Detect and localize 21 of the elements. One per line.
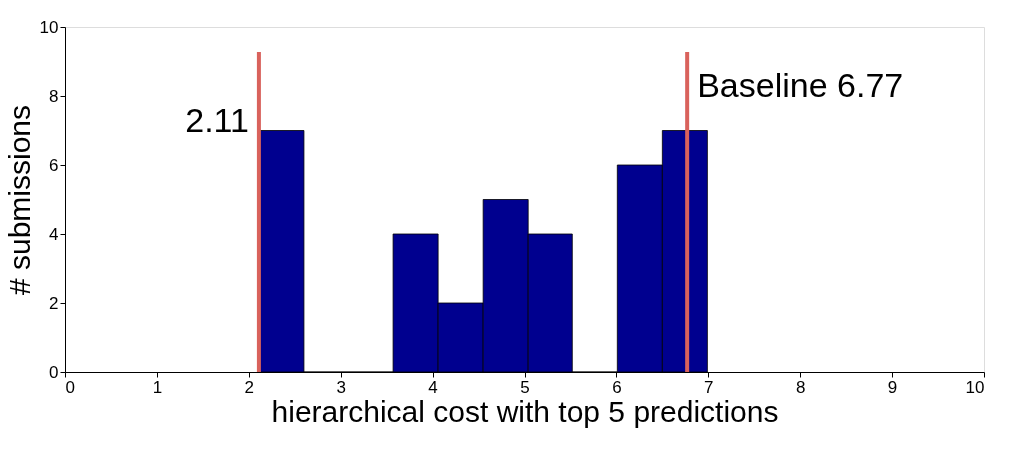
x-tick-label: 1	[152, 377, 163, 397]
x-axis-title: hierarchical cost with top 5 predictions	[271, 394, 779, 428]
x-tick-label: 3	[336, 377, 346, 397]
x-tick-label: 9	[887, 377, 898, 397]
ref-line-label: 2.11	[185, 101, 249, 139]
x-tick-label: 6	[612, 377, 622, 397]
ref-line-label: Baseline 6.77	[697, 66, 904, 104]
x-tick-label: 2	[244, 377, 255, 397]
x-tick-label: 8	[795, 377, 806, 397]
x-tick-label: 7	[704, 377, 714, 397]
y-tick-label: 8	[49, 86, 59, 106]
y-tick-label: 4	[49, 224, 59, 244]
x-tick-label: 10	[965, 377, 985, 397]
y-tick-label: 0	[49, 362, 59, 382]
x-tick-label: 0	[65, 377, 75, 397]
x-tick-label: 5	[520, 377, 530, 397]
y-tick-label: 6	[49, 155, 59, 175]
y-tick-label: 10	[39, 17, 59, 37]
y-tick-label: 2	[49, 293, 59, 313]
x-tick-label: 4	[428, 377, 438, 397]
y-axis-title: # submissions	[2, 104, 36, 296]
